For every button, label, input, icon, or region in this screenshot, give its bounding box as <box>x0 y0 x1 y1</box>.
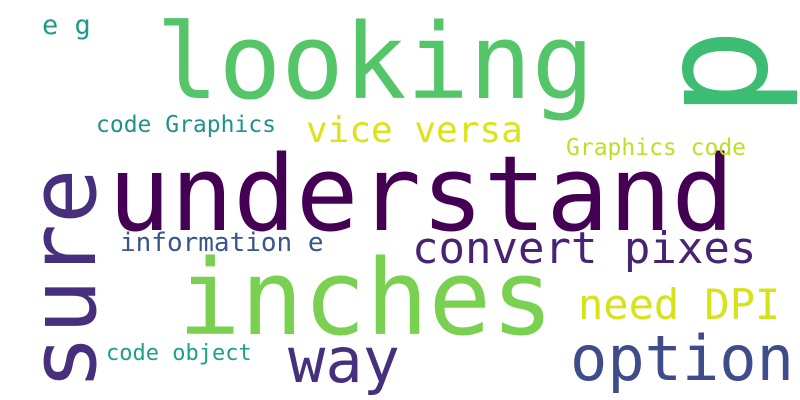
word-way: way <box>288 324 400 397</box>
word-looking: looking <box>156 1 595 123</box>
word-convert-pixes: convert pixes <box>412 223 757 274</box>
word-e-g: e g <box>42 10 91 41</box>
word-option: option <box>570 322 794 395</box>
word-need-dpi: need DPI <box>578 280 781 329</box>
word-sure: sure <box>10 168 117 390</box>
word-vice-versa: vice versa <box>306 110 523 151</box>
word-code-graphics: code Graphics <box>96 112 277 138</box>
word-p: p <box>628 27 800 118</box>
word-understand: understand <box>108 133 735 255</box>
word-code-object: code object <box>106 341 252 366</box>
word-information-e: information e <box>120 228 324 258</box>
word-inches: inches <box>178 237 554 359</box>
word-graphics-code: Graphics code <box>566 135 747 161</box>
